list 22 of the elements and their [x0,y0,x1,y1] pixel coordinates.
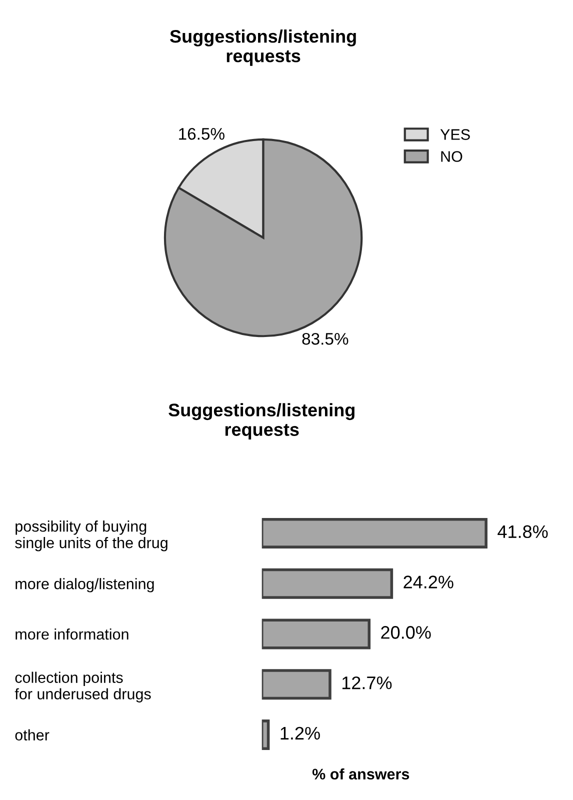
chart-title: Suggestions/listening requests [170,30,356,66]
chart-title: Suggestions/listening requests [168,403,354,440]
y-tick-label: more dialog/listening [16,578,154,592]
y-tick-label: possibility of buying single units of the drug [15,520,168,552]
y-tick-label: other [15,729,50,740]
data-label: 24.2% [404,576,454,588]
data-label: 20.0% [381,626,431,639]
data-label: 1.2% [280,726,320,740]
bar [262,618,371,650]
data-label: 16.5% [179,128,224,140]
bar [262,669,332,700]
legend-label: YES [440,129,470,140]
y-tick-label: more information [16,628,128,640]
x-axis-title: % of answers [312,768,410,780]
bar [262,568,394,599]
data-label: 83.5% [302,332,348,345]
bar [262,720,270,750]
data-label: 41.8% [498,525,548,538]
y-tick-label: collection points for underused drugs [14,672,151,702]
bar [262,518,488,548]
legend-label: NO [441,151,462,162]
data-label: 12.7% [342,676,392,690]
